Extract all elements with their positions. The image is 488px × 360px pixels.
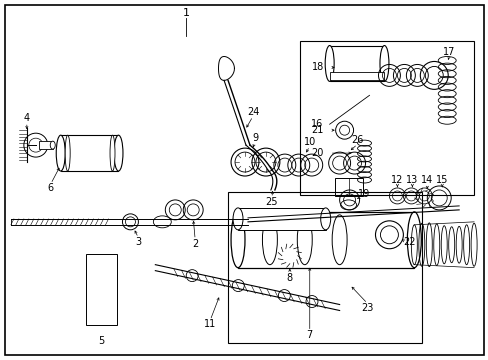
Text: 14: 14 <box>420 175 432 185</box>
Text: 1: 1 <box>183 8 189 18</box>
Ellipse shape <box>340 200 356 210</box>
Text: 13: 13 <box>406 175 418 185</box>
Ellipse shape <box>297 215 312 265</box>
Bar <box>329 72 384 80</box>
Text: 3: 3 <box>135 237 141 247</box>
Text: 11: 11 <box>203 319 216 329</box>
Ellipse shape <box>379 45 388 81</box>
Ellipse shape <box>325 45 333 81</box>
Bar <box>39 141 53 149</box>
Text: 12: 12 <box>390 175 403 185</box>
Circle shape <box>277 244 301 268</box>
Text: 17: 17 <box>442 48 454 58</box>
Ellipse shape <box>262 215 277 265</box>
Circle shape <box>232 280 244 292</box>
Text: 5: 5 <box>98 336 104 346</box>
Bar <box>238 208 325 230</box>
Text: 18: 18 <box>311 62 323 72</box>
Text: 22: 22 <box>402 237 415 247</box>
Bar <box>227 192 422 343</box>
Ellipse shape <box>56 135 65 171</box>
Circle shape <box>186 270 198 282</box>
Circle shape <box>278 289 290 302</box>
Text: 25: 25 <box>265 197 278 207</box>
Text: 15: 15 <box>435 175 447 185</box>
Bar <box>299 41 473 195</box>
Ellipse shape <box>233 208 243 230</box>
Text: 26: 26 <box>351 135 363 145</box>
Circle shape <box>283 250 295 262</box>
Text: 21: 21 <box>311 125 323 135</box>
Bar <box>329 45 384 81</box>
Circle shape <box>305 296 317 307</box>
Ellipse shape <box>230 212 244 268</box>
Text: 9: 9 <box>251 133 258 143</box>
Text: 24: 24 <box>246 107 259 117</box>
Text: 8: 8 <box>286 273 292 283</box>
Bar <box>238 212 413 268</box>
Text: 4: 4 <box>24 113 30 123</box>
Bar <box>61 135 118 171</box>
Ellipse shape <box>153 216 171 228</box>
Circle shape <box>24 133 48 157</box>
Ellipse shape <box>50 141 55 149</box>
Bar <box>334 178 362 196</box>
Text: 16: 16 <box>310 119 322 129</box>
Text: 7: 7 <box>306 330 312 341</box>
Text: 6: 6 <box>48 183 54 193</box>
Ellipse shape <box>331 215 346 265</box>
Text: 23: 23 <box>361 302 373 312</box>
Text: 19: 19 <box>358 189 370 199</box>
Text: 20: 20 <box>311 148 323 158</box>
Bar <box>85 254 117 325</box>
Circle shape <box>29 138 42 152</box>
Text: 10: 10 <box>303 137 315 147</box>
Ellipse shape <box>65 135 70 171</box>
Ellipse shape <box>114 135 122 171</box>
Ellipse shape <box>110 135 115 171</box>
Text: 2: 2 <box>192 239 198 249</box>
Ellipse shape <box>407 212 421 268</box>
Ellipse shape <box>320 208 330 230</box>
